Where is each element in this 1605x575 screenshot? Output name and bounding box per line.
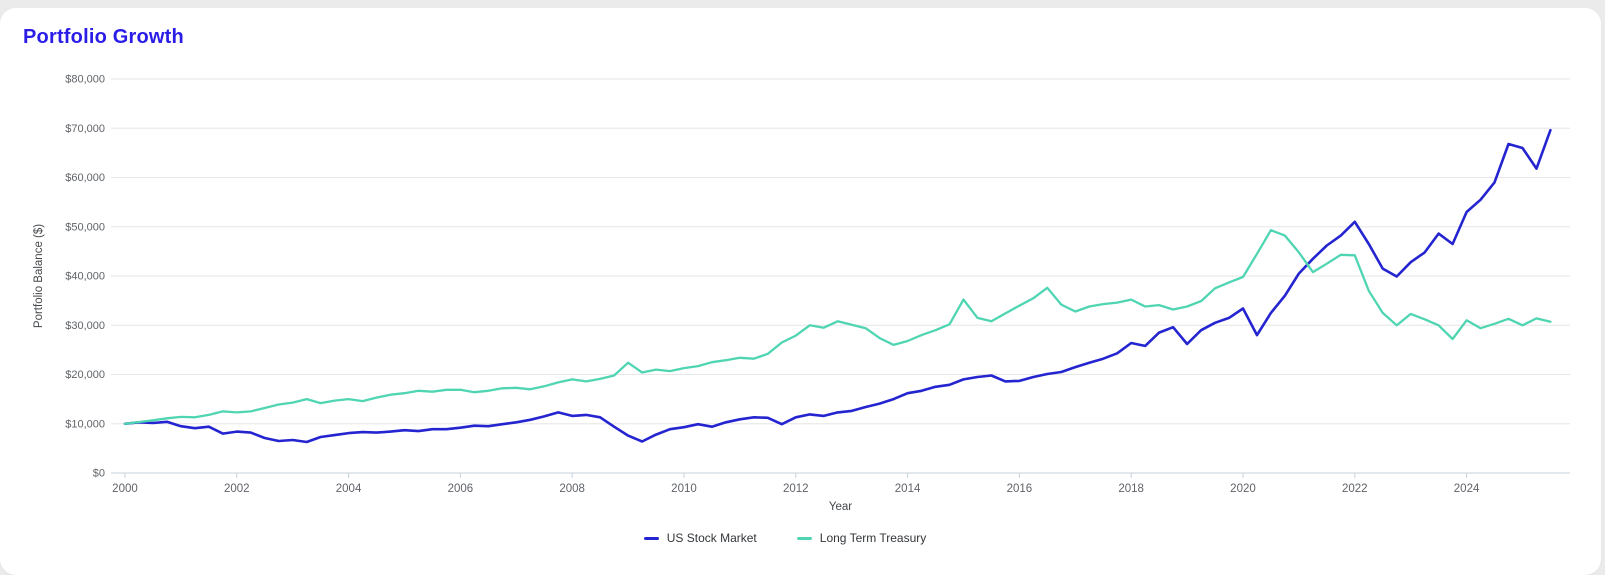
x-axis-tick-label: 2016 [1007,483,1033,495]
x-axis-tick-label: 2006 [448,483,474,495]
x-axis-tick-label: 2010 [671,483,697,495]
y-axis-tick-label: $0 [93,468,105,480]
legend-swatch [643,536,659,540]
x-axis-tick-label: 2004 [336,483,362,495]
x-axis-tick-label: 2024 [1454,483,1480,495]
y-axis-tick-label: $50,000 [65,221,105,233]
x-axis-tick-label: 2014 [895,483,921,495]
legend-label: US Stock Market [666,531,757,545]
y-axis-tick-label: $10,000 [65,418,105,430]
x-axis-tick-label: 2020 [1230,483,1256,495]
y-axis-title: Portfolio Balance ($) [33,224,45,328]
y-axis-tick-label: $60,000 [65,172,105,184]
chart-legend: US Stock Market Long Term Treasury [0,531,1570,545]
x-axis-tick-label: 2002 [224,483,250,495]
series-line-us-stock-market [123,128,1552,444]
legend-item-us-stock-market[interactable]: US Stock Market [643,531,757,545]
x-axis-tick-label: 2022 [1342,483,1368,495]
x-axis-title: Year [829,501,852,513]
portfolio-growth-chart: $0 $10,000 $20,000 $30,000 $40,000 $50,000 $60… [33,74,1570,513]
portfolio-growth-card: Portfolio Growth $0 $10,000 $20,000 $30,000… [0,8,1601,575]
legend-item-long-term-treasury[interactable]: Long Term Treasury [796,531,927,545]
y-axis-tick-label: $40,000 [65,271,105,283]
x-axis-tick-label: 2008 [559,483,585,495]
chart-title: Portfolio Growth [23,26,184,48]
x-axis-tick-label: 2018 [1118,483,1144,495]
y-axis-tick-label: $80,000 [65,74,105,86]
x-axis-tick-label: 2012 [783,483,809,495]
legend-label: Long Term Treasury [819,531,927,545]
y-axis-tick-label: $70,000 [65,123,105,135]
y-axis-tick-label: $30,000 [65,320,105,332]
legend-swatch [796,536,812,540]
series-line-long-term-treasury [123,229,1552,425]
x-axis-tick-label: 2000 [112,483,138,495]
y-axis-tick-label: $20,000 [65,369,105,381]
